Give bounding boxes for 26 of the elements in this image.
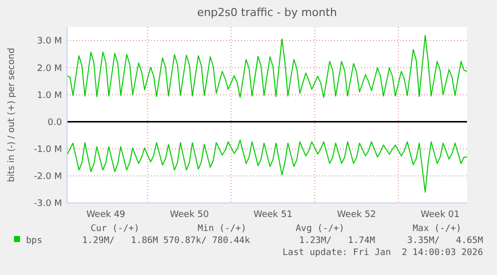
text: Cur (-/+) [90, 224, 140, 234]
x-tick-label: Week 50 [170, 210, 210, 220]
y-tick-label: -1.0 M [34, 144, 62, 155]
y-axis-title: bits in (-) / out (+) per second [7, 48, 17, 182]
text: 1.23M/ 1.74M [299, 236, 376, 246]
y-tick-label: -2.0 M [34, 172, 62, 182]
y-tick-label: 2.0 M [37, 64, 62, 74]
x-tick-label: Week 52 [337, 210, 376, 220]
legend-label: bps [26, 236, 42, 246]
x-tick-label: Week 51 [253, 210, 292, 220]
y-tick-label: 3.0 M [37, 36, 62, 47]
text: Max (-/+) [412, 224, 462, 234]
x-tick-label: Week 01 [420, 210, 460, 220]
y-tick-label: -3.0 M [34, 199, 62, 210]
x-tick-label: Week 49 [86, 210, 126, 220]
y-tick-label: 1.0 M [37, 90, 62, 101]
text: Last update: Fri Jan 2 14:00:03 2026 [282, 248, 483, 258]
text: 570.87k/ 780.44k [163, 236, 251, 246]
text: Min (-/+) [198, 224, 246, 234]
text: Avg (-/+) [296, 224, 344, 234]
y-tick-label: 0.0 [48, 118, 62, 128]
line-series [66, 140, 468, 193]
line-series [66, 34, 468, 98]
chart-title: enp2s0 traffic - by month [197, 6, 337, 19]
text: 1.29M/ 1.86M [82, 236, 159, 246]
text: 3.35M/ 4.65M [407, 236, 484, 246]
